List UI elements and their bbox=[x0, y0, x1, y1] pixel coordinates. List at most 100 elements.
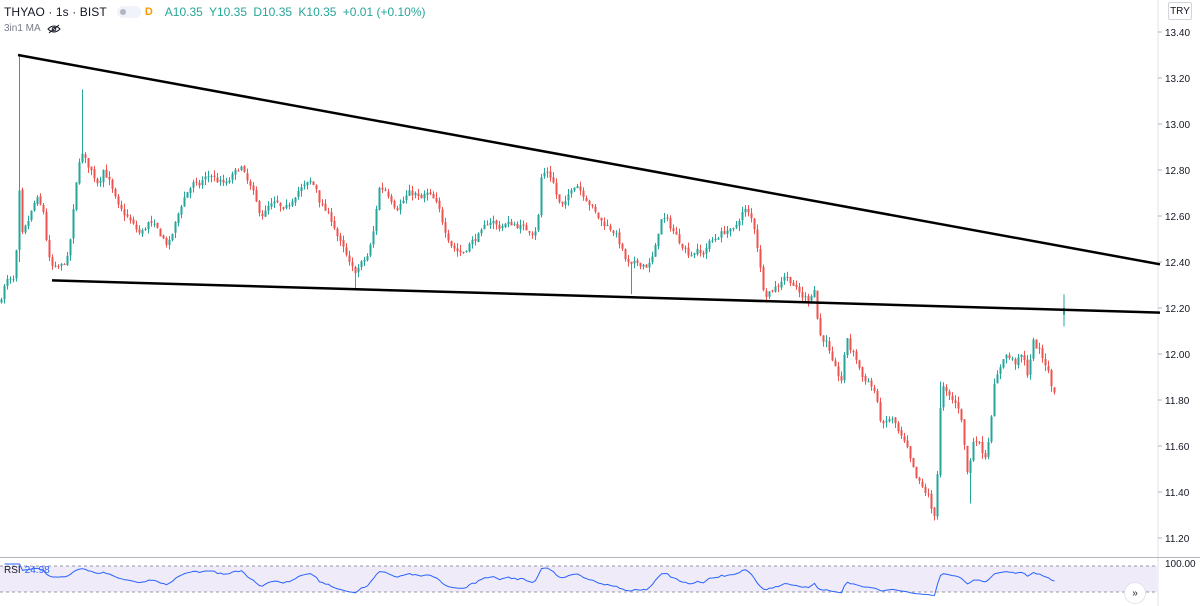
candle-body bbox=[591, 204, 594, 207]
candle-body bbox=[585, 197, 588, 202]
candle-body bbox=[348, 255, 351, 262]
candle-body bbox=[942, 386, 945, 408]
candle-body bbox=[660, 219, 663, 235]
candle-body bbox=[1017, 357, 1020, 366]
candle-body bbox=[987, 441, 990, 457]
eye-off-icon[interactable] bbox=[46, 24, 61, 34]
candle-body bbox=[540, 177, 543, 216]
candle-body bbox=[918, 477, 921, 481]
candle-body bbox=[363, 259, 366, 262]
candle-body bbox=[1044, 358, 1047, 366]
candle-body bbox=[975, 440, 978, 442]
candle-body bbox=[645, 264, 648, 268]
candle-body bbox=[612, 230, 615, 234]
candle-body bbox=[300, 187, 303, 192]
candle-body bbox=[270, 203, 273, 207]
candle-body bbox=[201, 180, 204, 186]
candle-body bbox=[72, 209, 75, 239]
candle-body bbox=[996, 374, 999, 384]
ma-indicator-label[interactable]: 3in1 MA bbox=[4, 23, 61, 34]
candle-body bbox=[477, 233, 480, 243]
candle-body bbox=[90, 166, 93, 171]
candle-body bbox=[558, 194, 561, 202]
trendline-upper bbox=[17, 53, 1161, 266]
candle-body bbox=[963, 419, 966, 445]
candle-body bbox=[63, 263, 66, 265]
candle-body bbox=[732, 228, 735, 230]
candle-body bbox=[243, 166, 246, 173]
candle-body bbox=[711, 240, 714, 242]
legend-toggle[interactable] bbox=[116, 6, 141, 18]
candle-body bbox=[636, 260, 639, 263]
candle-body bbox=[171, 233, 174, 241]
candle-body bbox=[834, 360, 837, 367]
candle-body bbox=[465, 250, 468, 252]
candle-body bbox=[888, 419, 891, 422]
candle-body bbox=[504, 223, 507, 228]
candle-body bbox=[582, 190, 585, 198]
candle-body bbox=[519, 224, 522, 230]
candle-body bbox=[78, 162, 81, 184]
candle-body bbox=[897, 422, 900, 432]
candle-body bbox=[972, 441, 975, 461]
candle-body bbox=[876, 390, 879, 402]
candle-body bbox=[723, 230, 726, 234]
candle-body bbox=[237, 170, 240, 172]
candle-body bbox=[969, 460, 972, 474]
candle-body bbox=[699, 249, 702, 253]
candle-body bbox=[795, 284, 798, 287]
candle-body bbox=[1005, 354, 1008, 359]
candle-body bbox=[561, 201, 564, 204]
candle-body bbox=[819, 318, 822, 336]
candle-body bbox=[759, 249, 762, 268]
price-axis-label: 11.80 bbox=[1165, 396, 1190, 407]
candle-body bbox=[177, 213, 180, 223]
candle-body bbox=[342, 239, 345, 247]
candle-body bbox=[621, 243, 624, 249]
candle-body bbox=[246, 173, 249, 181]
candle-body bbox=[1050, 370, 1053, 387]
candle-body bbox=[57, 266, 60, 268]
candle-body bbox=[672, 228, 675, 232]
candle-body bbox=[783, 276, 786, 281]
scroll-to-realtime-button[interactable]: » bbox=[1124, 582, 1146, 604]
candle-body bbox=[369, 244, 372, 256]
candle-body bbox=[921, 481, 924, 487]
symbol-title[interactable]: THYAO · 1s · BIST bbox=[4, 5, 107, 19]
rsi-legend[interactable]: RSI 24.98 bbox=[4, 565, 50, 576]
candle-body bbox=[741, 212, 744, 221]
candle-body bbox=[393, 201, 396, 208]
candle-body bbox=[441, 209, 444, 223]
candle-body bbox=[357, 267, 360, 273]
candle-body bbox=[384, 189, 387, 191]
candle-body bbox=[420, 194, 423, 199]
candle-body bbox=[24, 225, 27, 233]
price-axis-label: 12.00 bbox=[1165, 350, 1190, 361]
candle-body bbox=[324, 203, 327, 211]
candle-body bbox=[771, 290, 774, 292]
candle-body bbox=[276, 200, 279, 203]
candle-body bbox=[981, 441, 984, 454]
candle-body bbox=[756, 229, 759, 249]
interval-badge[interactable]: D bbox=[144, 6, 153, 18]
candle-body bbox=[1047, 366, 1050, 371]
rsi-band bbox=[0, 566, 1157, 592]
candle-body bbox=[1038, 347, 1041, 349]
candle-body bbox=[1020, 354, 1023, 358]
candle-body bbox=[105, 169, 108, 178]
candle-body bbox=[960, 409, 963, 421]
candle-body bbox=[462, 251, 465, 253]
rsi-value: 24.98 bbox=[24, 565, 50, 576]
candle-body bbox=[69, 239, 72, 256]
candle-body bbox=[435, 198, 438, 202]
candle-body bbox=[543, 172, 546, 177]
candle-body bbox=[189, 188, 192, 194]
ma-indicator-name: 3in1 MA bbox=[4, 23, 41, 34]
candle-body bbox=[219, 179, 222, 182]
currency-button[interactable]: TRY bbox=[1168, 2, 1192, 20]
candle-body bbox=[183, 197, 186, 207]
candle-body bbox=[906, 440, 909, 448]
candle-body bbox=[195, 181, 198, 183]
candle-body bbox=[678, 234, 681, 244]
